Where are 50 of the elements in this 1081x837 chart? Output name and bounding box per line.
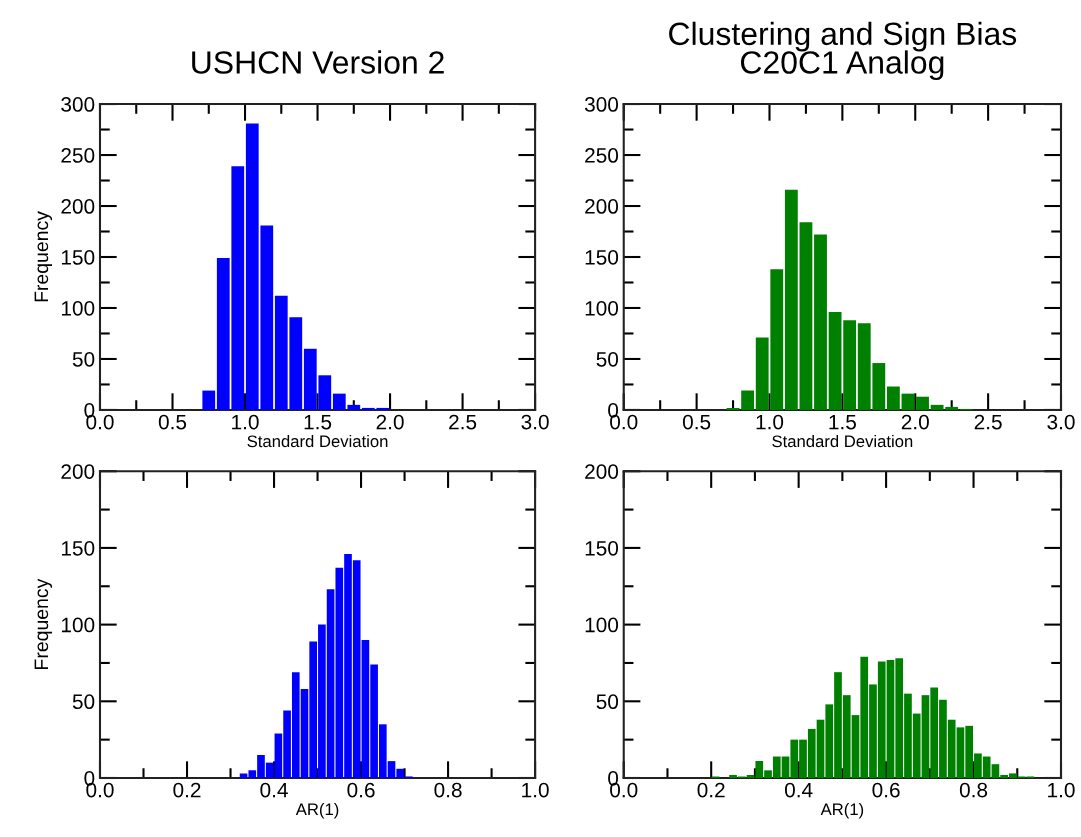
y-tick-label: 200 xyxy=(61,199,95,214)
y-tick-label: 50 xyxy=(72,351,95,367)
chart-title: USHCN Version 2 xyxy=(192,50,444,74)
x-tick-label: 2.5 xyxy=(974,414,1002,430)
x-tick-label: 2.5 xyxy=(449,414,477,430)
y-tick-label: 150 xyxy=(585,250,619,265)
y-tick-label: 200 xyxy=(61,464,95,479)
y-tick-label: 250 xyxy=(585,148,619,163)
y-tick-label: 50 xyxy=(596,351,619,367)
y-tick-label: 50 xyxy=(596,694,619,710)
y-tick-label: 200 xyxy=(585,464,619,479)
x-axis-title: Standard Deviation xyxy=(247,434,388,448)
y-tick-label: 300 xyxy=(584,97,619,112)
y-tick-label: 300 xyxy=(61,97,95,112)
x-tick-label: 0.2 xyxy=(173,782,201,798)
x-tick-label: 0.6 xyxy=(347,782,375,798)
x-tick-label: 1.0 xyxy=(232,414,259,430)
y-axis-title: Frequency xyxy=(34,211,53,302)
x-tick-label: 0.2 xyxy=(697,782,725,798)
x-tick-label: 1.0 xyxy=(1048,782,1075,798)
x-tick-label: 0.8 xyxy=(959,782,988,798)
x-tick-label: 2.0 xyxy=(376,414,404,430)
x-tick-label: 3.0 xyxy=(521,414,549,430)
y-tick-label: 200 xyxy=(585,199,619,214)
y-tick-label: 100 xyxy=(61,617,95,633)
y-tick-label: 50 xyxy=(72,694,95,710)
y-tick-label: 100 xyxy=(585,300,619,316)
x-tick-label: 2.0 xyxy=(901,414,929,430)
y-tick-label: 250 xyxy=(61,148,95,163)
x-tick-label: 0.5 xyxy=(682,414,711,430)
x-tick-label: 1.5 xyxy=(304,414,332,430)
chart-title: Clustering and Sign Bias C20C1 Analog xyxy=(669,21,1017,81)
x-tick-label: 0.8 xyxy=(434,782,462,798)
y-axis-title: Frequency xyxy=(34,578,53,669)
y-tick-label: 100 xyxy=(585,617,619,633)
x-tick-label: 0.6 xyxy=(872,782,900,798)
x-tick-label: 1.0 xyxy=(522,782,549,798)
y-tick-label: 100 xyxy=(61,300,95,316)
y-tick-label: 150 xyxy=(585,540,619,556)
y-tick-label: 150 xyxy=(61,540,95,556)
x-tick-label: 0.4 xyxy=(784,782,813,798)
x-tick-label: 0.5 xyxy=(158,414,187,430)
x-axis-title: AR(1) xyxy=(295,802,339,819)
x-tick-label: 1.5 xyxy=(829,414,856,430)
x-axis-title: Standard Deviation xyxy=(772,434,913,448)
x-axis-title: AR(1) xyxy=(820,802,864,819)
x-tick-label: 3.0 xyxy=(1047,414,1075,430)
y-tick-label: 150 xyxy=(61,250,95,265)
x-tick-label: 1.0 xyxy=(756,414,784,430)
x-tick-label: 0.4 xyxy=(260,782,288,798)
